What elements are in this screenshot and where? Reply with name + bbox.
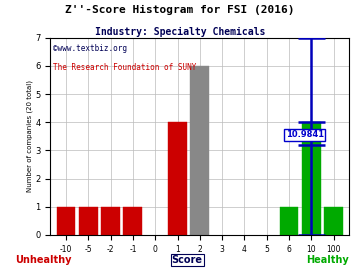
Text: Healthy: Healthy xyxy=(306,255,349,265)
Bar xyxy=(101,207,120,235)
Text: ©www.textbiz.org: ©www.textbiz.org xyxy=(53,44,127,53)
Y-axis label: Number of companies (20 total): Number of companies (20 total) xyxy=(26,80,32,192)
Bar xyxy=(57,207,76,235)
Bar xyxy=(324,207,343,235)
Bar xyxy=(123,207,143,235)
Bar xyxy=(302,122,321,235)
Text: Industry: Specialty Chemicals: Industry: Specialty Chemicals xyxy=(95,27,265,37)
Bar xyxy=(279,207,298,235)
Text: 10.9841: 10.9841 xyxy=(285,130,324,139)
Bar xyxy=(168,122,187,235)
Text: Z''-Score Histogram for FSI (2016): Z''-Score Histogram for FSI (2016) xyxy=(65,5,295,15)
Text: The Research Foundation of SUNY: The Research Foundation of SUNY xyxy=(53,63,197,72)
Text: Unhealthy: Unhealthy xyxy=(15,255,71,265)
Text: Score: Score xyxy=(172,255,203,265)
Bar xyxy=(190,66,209,235)
Bar xyxy=(79,207,98,235)
